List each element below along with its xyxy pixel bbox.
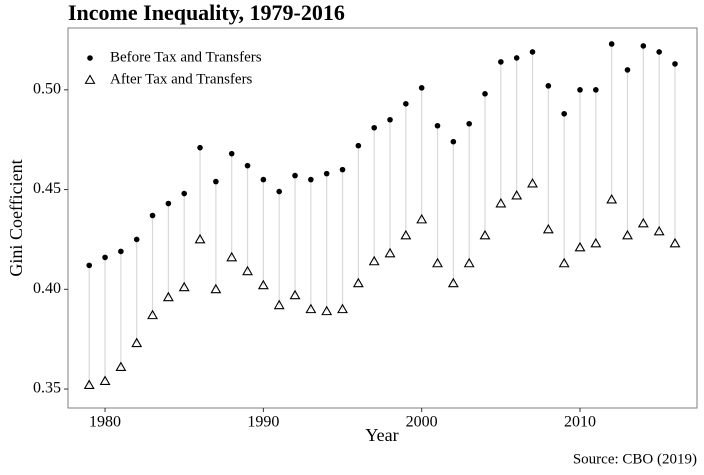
dot-point xyxy=(545,83,552,89)
dot-point xyxy=(308,176,314,183)
triangle-point xyxy=(226,251,238,262)
y-axis-title: Gini Coefficient xyxy=(6,159,26,276)
triangle-point xyxy=(637,217,649,228)
triangle-point xyxy=(400,229,412,240)
dot-point xyxy=(672,61,678,67)
legend-label: After Tax and Transfers xyxy=(110,71,253,87)
triangle-point xyxy=(99,375,111,385)
dot-point xyxy=(577,87,583,93)
triangle-point xyxy=(131,337,143,348)
dot-point xyxy=(403,101,409,107)
triangle-point xyxy=(622,229,633,240)
triangle-point xyxy=(305,303,317,314)
triangle-point xyxy=(479,229,491,240)
plot-panel xyxy=(67,27,698,409)
triangle-point xyxy=(257,279,269,290)
dot-point xyxy=(371,124,377,131)
dot-point xyxy=(118,248,124,255)
dot-point xyxy=(165,200,172,207)
dot-point xyxy=(656,49,662,55)
chart-title: Income Inequality, 1979-2016 xyxy=(68,0,345,25)
triangle-point xyxy=(590,237,602,248)
dot-point xyxy=(87,55,93,61)
triangle-point xyxy=(83,379,95,389)
dot-point xyxy=(260,176,267,183)
dot-point xyxy=(213,178,219,185)
dot-point xyxy=(323,170,330,177)
y-tick-label: 0.40 xyxy=(33,280,61,297)
triangle-point xyxy=(337,303,348,314)
triangle-point xyxy=(147,309,158,320)
triangle-point xyxy=(194,233,206,244)
dot-point xyxy=(102,254,108,261)
dot-point xyxy=(197,144,203,151)
dot-point xyxy=(466,120,472,127)
dot-point xyxy=(561,110,567,117)
dot-point xyxy=(355,142,362,149)
triangle-point xyxy=(242,265,253,276)
triangle-point xyxy=(527,177,538,188)
dot-point xyxy=(292,172,298,179)
dot-point xyxy=(228,150,235,157)
triangle-point xyxy=(115,361,127,372)
dot-point xyxy=(624,67,631,73)
dot-point xyxy=(418,85,425,91)
triangle-point xyxy=(210,283,222,294)
x-axis-title: Year xyxy=(365,425,398,445)
x-tick-label: 1990 xyxy=(247,414,279,431)
triangle-point xyxy=(447,277,459,288)
triangle-point xyxy=(273,299,285,310)
triangle-point xyxy=(574,241,586,252)
dot-point xyxy=(593,87,599,93)
dot-point xyxy=(339,166,346,173)
dot-point xyxy=(244,162,251,169)
triangle-point xyxy=(289,289,301,300)
legend-label: Before Tax and Transfers xyxy=(110,49,262,65)
source-note: Source: CBO (2019) xyxy=(573,451,697,467)
dot-point xyxy=(181,190,188,197)
triangle-point xyxy=(495,197,507,208)
triangle-point xyxy=(321,305,333,316)
dot-point xyxy=(640,43,647,49)
triangle-point xyxy=(669,237,681,248)
triangle-point xyxy=(368,255,380,266)
triangle-point xyxy=(162,291,174,302)
triangle-point xyxy=(463,257,475,268)
triangle-point xyxy=(84,74,96,84)
dot-point xyxy=(133,236,140,243)
dot-point xyxy=(149,212,156,219)
dot-point xyxy=(450,138,457,145)
dot-point xyxy=(276,188,282,195)
dot-point xyxy=(387,116,393,123)
x-tick-label: 2000 xyxy=(406,414,438,431)
dot-point xyxy=(498,59,504,65)
triangle-point xyxy=(178,281,190,292)
triangle-point xyxy=(432,257,443,268)
triangle-point xyxy=(653,225,665,236)
y-tick-label: 0.45 xyxy=(33,180,61,197)
triangle-point xyxy=(416,213,428,224)
dot-point xyxy=(608,41,615,47)
triangle-point xyxy=(558,257,570,268)
triangle-point xyxy=(606,193,618,204)
dot-point xyxy=(529,49,536,55)
y-tick-label: 0.50 xyxy=(33,81,61,98)
dot-point xyxy=(513,55,520,61)
triangle-point xyxy=(352,277,364,288)
triangle-point xyxy=(511,189,523,200)
y-tick-label: 0.35 xyxy=(33,380,61,397)
triangle-point xyxy=(542,223,554,234)
x-tick-label: 2010 xyxy=(564,414,596,431)
triangle-point xyxy=(384,247,396,258)
dot-point xyxy=(434,122,441,129)
dot-point xyxy=(482,91,488,97)
dot-point xyxy=(86,262,93,269)
x-tick-label: 1980 xyxy=(89,414,121,431)
